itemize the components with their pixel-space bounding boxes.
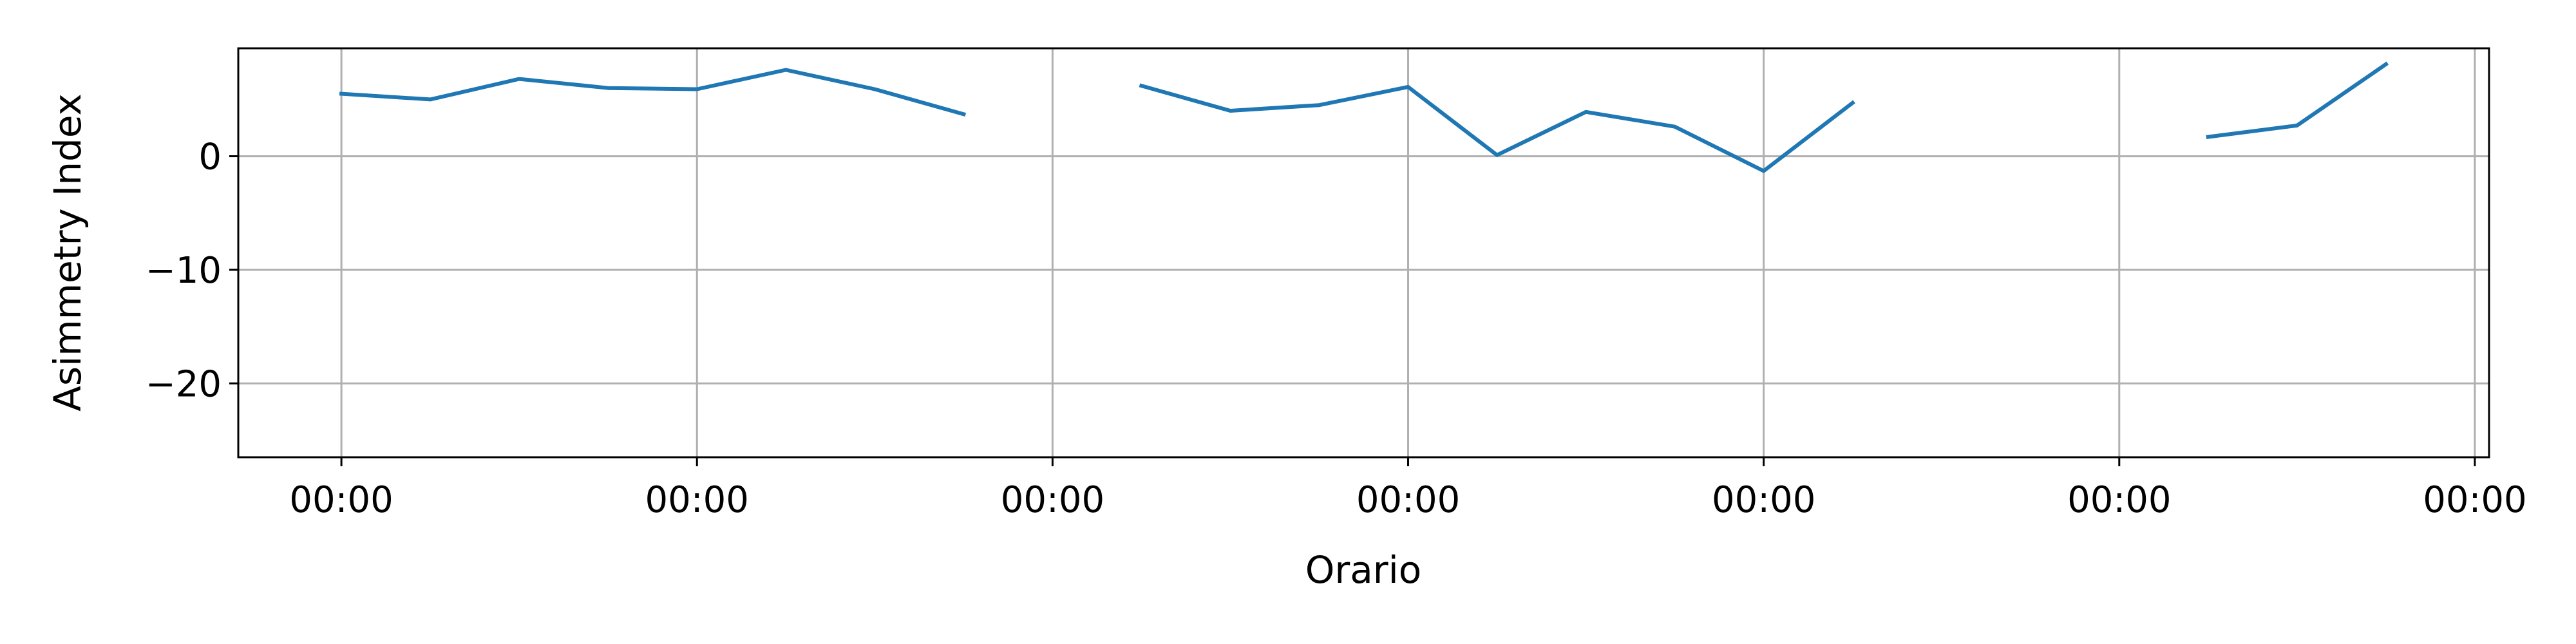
y-tick-label: −20 [146,363,222,405]
x-ticks: 00:00 00:00 00:00 00:00 00:00 00:00 00:00 [289,457,2527,521]
x-tick-label: 00:00 [2067,479,2171,521]
x-tick-label: 00:00 [1356,479,1460,521]
x-tick-label: 00:00 [289,479,393,521]
series-line-segment [1139,83,1855,173]
series-layer [339,61,2389,173]
y-tick-label: 0 [198,137,222,178]
plot-frame [237,47,2490,459]
grid [238,48,2489,457]
y-axis-label: Asimmetry Index [46,93,90,412]
x-tick-label: 00:00 [2423,479,2526,521]
x-tick-label: 00:00 [1712,479,1815,521]
y-tick-label: −10 [146,250,222,292]
x-tick-label: 00:00 [1001,479,1104,521]
x-axis-label: Orario [1305,548,1422,592]
series-line-segment [2206,61,2389,139]
x-tick-label: 00:00 [645,479,749,521]
y-ticks: 0 −10 −20 [146,137,238,405]
series-line-segment [339,68,967,117]
